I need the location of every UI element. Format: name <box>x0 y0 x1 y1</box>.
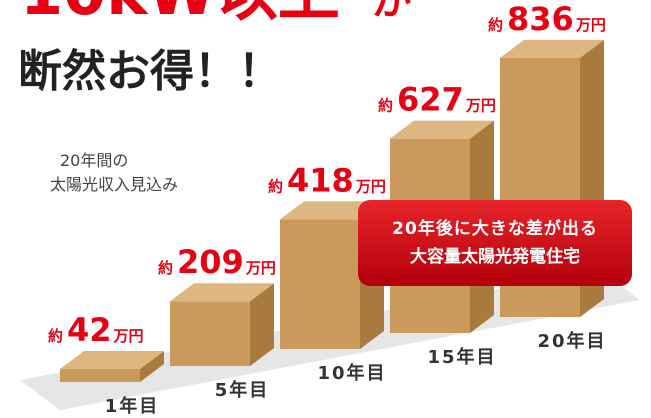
title-line2: 断然お得！！ <box>18 46 282 97</box>
value-number: 836 <box>507 0 574 38</box>
x-tick-label: 10年目 <box>317 362 386 384</box>
x-tick-label: 1年目 <box>105 395 160 417</box>
title-suffix: が <box>372 0 412 24</box>
bar-side <box>140 350 164 382</box>
bar-top <box>60 350 164 369</box>
value-number: 627 <box>397 81 464 119</box>
bar-top <box>500 39 604 58</box>
value-label: 約 42 万円 <box>48 311 144 349</box>
value-prefix: 約 <box>268 177 283 195</box>
bar-top <box>170 283 274 302</box>
value-label: 約 836 万円 <box>488 0 606 38</box>
bar-top <box>390 120 494 139</box>
annotation: 大容量太陽光発電住宅 <box>410 246 580 267</box>
subtitle: 太陽光収入見込み <box>50 175 178 194</box>
value-unit: 万円 <box>465 97 496 115</box>
value-number: 209 <box>177 243 244 281</box>
value-unit: 万円 <box>113 327 144 345</box>
value-prefix: 約 <box>488 16 503 34</box>
x-tick-label: 15年目 <box>427 346 496 368</box>
value-unit: 万円 <box>355 177 386 195</box>
value-number: 418 <box>287 161 354 199</box>
bar <box>170 301 250 366</box>
x-tick-label: 20年目 <box>537 330 606 352</box>
value-unit: 万円 <box>575 16 606 34</box>
value-prefix: 約 <box>378 97 393 115</box>
value-prefix: 約 <box>158 259 173 277</box>
annotation-box <box>358 200 632 286</box>
bar-side <box>250 283 274 366</box>
annotation: 20年後に大きな差が出る <box>392 218 598 239</box>
value-label: 約 209 万円 <box>158 243 276 281</box>
value-label: 約 627 万円 <box>378 81 496 119</box>
value-unit: 万円 <box>245 259 276 277</box>
value-label: 約 418 万円 <box>268 161 386 199</box>
subtitle: 20年間の <box>60 151 128 170</box>
value-number: 42 <box>67 311 112 349</box>
bar <box>280 219 360 349</box>
title: 10kW以上 <box>20 0 340 29</box>
bar <box>60 368 140 382</box>
x-tick-label: 5年目 <box>215 379 270 401</box>
value-prefix: 約 <box>48 327 63 345</box>
